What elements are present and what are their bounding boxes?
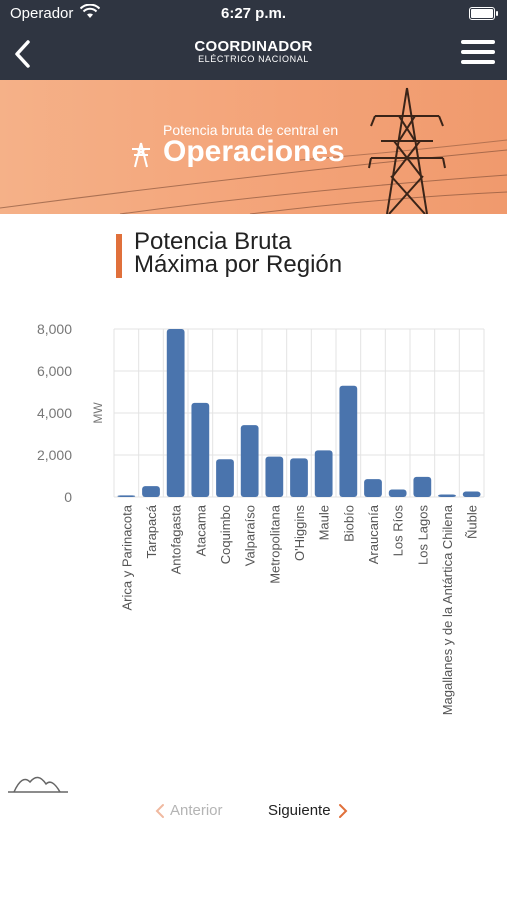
next-button[interactable]: Siguiente (268, 802, 349, 819)
banner-subtitle: Potencia bruta de central en (163, 122, 339, 138)
y-tick-label: 4,000 (37, 405, 72, 421)
page-title-line1: Potencia Bruta (134, 228, 292, 255)
y-tick-label: 2,000 (37, 447, 72, 463)
hamburger-menu-button[interactable] (461, 40, 495, 68)
x-tick-label: Coquimbo (218, 505, 233, 564)
prev-button[interactable]: Anterior (154, 802, 223, 819)
back-button[interactable] (8, 36, 44, 72)
bar (413, 476, 432, 497)
menu-icon-bar (461, 60, 495, 64)
banner-title: Operaciones (163, 135, 345, 168)
app-logo: COORDINADOR ELÉCTRICO NACIONAL (0, 38, 507, 64)
x-tick-label: Atacama (193, 504, 208, 556)
tower-icon (130, 142, 152, 173)
bar (117, 495, 136, 497)
y-tick-label: 8,000 (37, 321, 72, 337)
x-tick-label: Biobío (341, 505, 356, 542)
x-tick-label: Los Lagos (415, 505, 430, 565)
bar (191, 402, 210, 497)
chevron-right-icon (338, 803, 347, 818)
bar (314, 450, 333, 497)
wifi-icon (79, 3, 101, 24)
section-banner: Potencia bruta de central en Operaciones (0, 80, 507, 214)
x-tick-label: Metropolitana (267, 504, 282, 584)
logo-line2: ELÉCTRICO NACIONAL (198, 54, 309, 64)
navigation-bar: COORDINADOR ELÉCTRICO NACIONAL (0, 28, 507, 80)
chevron-left-icon (155, 803, 164, 818)
bar (290, 458, 308, 497)
x-tick-label: Los Ríos (391, 505, 406, 557)
bar (265, 456, 284, 497)
y-axis-title: MW (91, 402, 105, 424)
page-title-line2: Máxima por Región (134, 251, 343, 278)
mountain-logo-icon (8, 770, 70, 799)
bar (216, 459, 234, 497)
bar (388, 489, 407, 497)
next-label: Siguiente (268, 802, 331, 819)
title-accent-bar (116, 234, 122, 278)
x-tick-label: Antofagasta (169, 504, 184, 574)
x-tick-label: Arica y Parinacota (119, 504, 134, 610)
status-bar: Operador 6:27 p.m. (0, 0, 507, 28)
bar-chart: 8,000 6,000 4,000 2,000 0 MW Arica y Parinacot… (37, 321, 485, 715)
x-tick-label: Maule (317, 505, 332, 540)
bar (339, 385, 358, 497)
x-tick-label: Tarapacá (144, 504, 159, 558)
bar (240, 425, 259, 497)
battery-icon (469, 7, 498, 20)
y-tick-label: 6,000 (37, 363, 72, 379)
x-tick-label: Magallanes y de la Antártica Chilena (440, 504, 455, 715)
bar (364, 479, 382, 497)
prev-label: Anterior (170, 802, 223, 819)
logo-line1: COORDINADOR (194, 38, 313, 55)
x-tick-label: Valparaíso (243, 505, 258, 566)
clock: 6:27 p.m. (220, 5, 287, 22)
bar (166, 329, 185, 497)
carrier-label: Operador (10, 5, 74, 22)
bar (438, 494, 456, 497)
bar (142, 486, 160, 497)
bar (462, 491, 481, 497)
y-tick-label: 0 (64, 489, 72, 505)
menu-icon-bar (461, 50, 495, 54)
page-title: Potencia Bruta Máxima por Región (134, 228, 343, 278)
chevron-left-icon (15, 40, 30, 68)
menu-icon-bar (461, 40, 495, 44)
x-tick-label: Ñuble (465, 505, 480, 539)
pylon-icon (368, 87, 446, 214)
x-tick-label: O'Higgins (292, 505, 307, 561)
x-tick-label: Araucanía (366, 504, 381, 564)
